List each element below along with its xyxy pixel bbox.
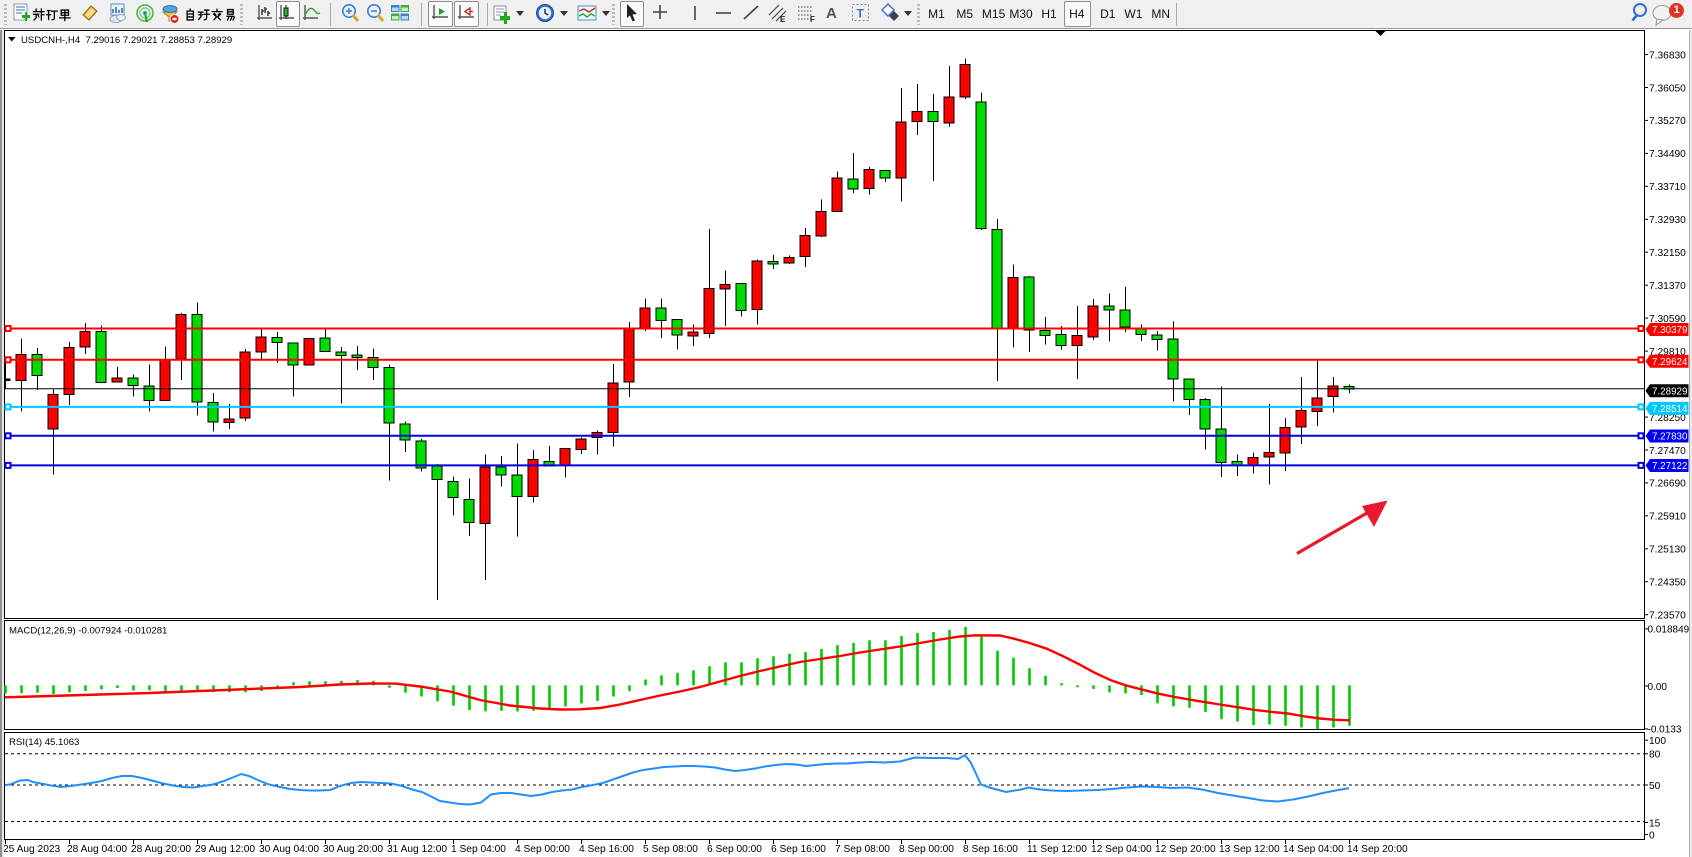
svg-text:7.28514: 7.28514	[1652, 404, 1688, 415]
svg-text:31 Aug 12:00: 31 Aug 12:00	[387, 844, 447, 855]
svg-text:13 Sep 12:00: 13 Sep 12:00	[1219, 844, 1280, 855]
svg-text:1 Sep 04:00: 1 Sep 04:00	[451, 844, 506, 855]
svg-text:7.27830: 7.27830	[1652, 432, 1688, 443]
svg-text:12 Sep 04:00: 12 Sep 04:00	[1091, 844, 1152, 855]
svg-text:7.28250: 7.28250	[1649, 413, 1686, 424]
svg-text:7.23570: 7.23570	[1649, 611, 1686, 622]
svg-text:-0.0133: -0.0133	[1648, 725, 1682, 736]
svg-text:RSI(14) 45.1063: RSI(14) 45.1063	[9, 737, 79, 748]
svg-text:7.30590: 7.30590	[1649, 314, 1686, 325]
svg-text:7.27470: 7.27470	[1649, 446, 1686, 457]
svg-text:7.35270: 7.35270	[1649, 116, 1686, 127]
svg-text:7.32150: 7.32150	[1649, 248, 1686, 259]
svg-text:E: E	[780, 15, 786, 24]
svg-text:7.29624: 7.29624	[1652, 357, 1688, 368]
svg-text:25 Aug 2023: 25 Aug 2023	[3, 844, 61, 855]
svg-text:5 Sep 08:00: 5 Sep 08:00	[643, 844, 698, 855]
svg-text:4 Sep 00:00: 4 Sep 00:00	[515, 844, 570, 855]
svg-text:6 Sep 16:00: 6 Sep 16:00	[771, 844, 826, 855]
svg-text:28 Aug 20:00: 28 Aug 20:00	[131, 844, 191, 855]
svg-text:30 Aug 04:00: 30 Aug 04:00	[259, 844, 319, 855]
svg-text:7.34490: 7.34490	[1649, 149, 1686, 160]
svg-text:USDCNH-,H4 7.29016 7.29021 7.: USDCNH-,H4 7.29016 7.29021 7.28853 7.289…	[21, 35, 232, 46]
svg-text:7.33710: 7.33710	[1649, 182, 1686, 193]
svg-text:30 Aug 20:00: 30 Aug 20:00	[323, 844, 383, 855]
svg-text:7.29810: 7.29810	[1649, 347, 1686, 358]
svg-text:15: 15	[1649, 818, 1661, 829]
svg-text:6 Sep 00:00: 6 Sep 00:00	[707, 844, 762, 855]
svg-text:100: 100	[1649, 736, 1666, 747]
svg-text:0.00: 0.00	[1648, 682, 1668, 693]
svg-text:0: 0	[1649, 830, 1655, 841]
svg-text:8 Sep 16:00: 8 Sep 16:00	[963, 844, 1018, 855]
svg-text:14 Sep 20:00: 14 Sep 20:00	[1347, 844, 1408, 855]
svg-text:11 Sep 12:00: 11 Sep 12:00	[1027, 844, 1087, 855]
svg-text:7.36050: 7.36050	[1649, 83, 1686, 94]
svg-text:7.36830: 7.36830	[1649, 50, 1686, 61]
svg-text:29 Aug 12:00: 29 Aug 12:00	[195, 844, 255, 855]
svg-text:7.28929: 7.28929	[1652, 386, 1687, 397]
svg-text:7.25910: 7.25910	[1649, 512, 1686, 523]
svg-text:50: 50	[1649, 781, 1661, 792]
svg-text:7.26690: 7.26690	[1649, 479, 1686, 490]
svg-text:14 Sep 04:00: 14 Sep 04:00	[1283, 844, 1344, 855]
svg-text:MACD(12,26,9) -0.007924 -0.010: MACD(12,26,9) -0.007924 -0.010281	[9, 626, 167, 637]
svg-text:7.27122: 7.27122	[1652, 461, 1687, 472]
svg-text:8 Sep 00:00: 8 Sep 00:00	[899, 844, 954, 855]
svg-text:7.31370: 7.31370	[1649, 281, 1686, 292]
svg-text:12 Sep 20:00: 12 Sep 20:00	[1155, 844, 1216, 855]
svg-text:28 Aug 04:00: 28 Aug 04:00	[67, 844, 127, 855]
svg-text:7.24350: 7.24350	[1649, 578, 1686, 589]
svg-text:80: 80	[1649, 750, 1661, 761]
svg-text:7.25130: 7.25130	[1649, 545, 1686, 556]
svg-text:0.018849: 0.018849	[1648, 625, 1690, 636]
svg-text:4 Sep 16:00: 4 Sep 16:00	[579, 844, 634, 855]
svg-text:7.32930: 7.32930	[1649, 215, 1686, 226]
svg-text:T: T	[857, 7, 865, 21]
svg-text:7.30379: 7.30379	[1652, 325, 1687, 336]
svg-text:7 Sep 08:00: 7 Sep 08:00	[835, 844, 890, 855]
svg-text:F: F	[810, 15, 815, 24]
